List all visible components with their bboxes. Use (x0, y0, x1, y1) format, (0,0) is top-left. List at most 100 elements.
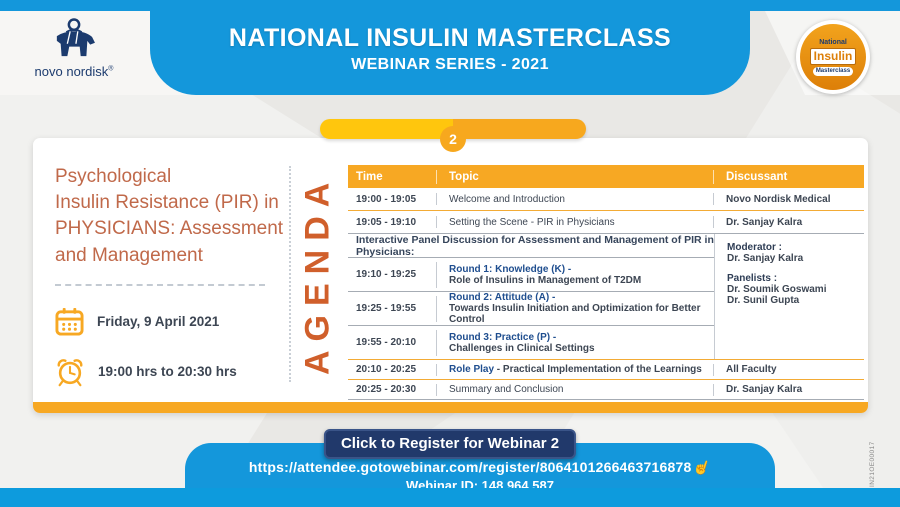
panelists-label: Panelists : (727, 273, 778, 284)
col-header-topic: Topic (449, 170, 479, 183)
cell-separator (436, 363, 437, 376)
row-divider (348, 379, 864, 380)
bull-icon (56, 18, 95, 57)
time-row: 19:00 hrs to 20:30 hrs (55, 357, 293, 387)
row-topic: Role Play - Practical Implementation of … (437, 364, 713, 375)
moderator-name: Dr. Sanjay Kalra (727, 253, 804, 264)
moderator-label: Moderator : (727, 242, 782, 253)
register-button[interactable]: Click to Register for Webinar 2 (323, 429, 577, 459)
cell-separator (713, 363, 714, 376)
logo-wordmark: novo nordisk® (34, 64, 114, 79)
header-separator (436, 169, 437, 184)
alarm-clock-icon (57, 359, 83, 387)
cell-separator (436, 261, 437, 288)
badge-insulin-label: Insulin (809, 47, 857, 65)
row-topic: Round 2: Attitude (A) - Towards Insulin … (437, 292, 714, 325)
table-bottom-divider (348, 399, 864, 400)
round-title: Round 2: Attitude (A) - (449, 292, 556, 303)
cell-separator (436, 383, 437, 396)
header-band: NATIONAL INSULIN MASTERCLASS WEBINAR SER… (150, 11, 750, 95)
section-divider (348, 233, 864, 234)
material-code: IN21OE00017 (869, 441, 876, 487)
round-title: Round 3: Practice (P) - (449, 331, 557, 343)
col-header-discussant: Discussant (726, 170, 788, 183)
round-detail: Challenges in Clinical Settings (449, 342, 595, 354)
round-detail: Towards Insulin Initiation and Optimizat… (449, 303, 701, 325)
cell-separator (436, 216, 437, 228)
cell-separator (436, 295, 437, 322)
table-header: Time Topic Discussant (348, 165, 864, 188)
round-title: Round 1: Knowledge (K) - (449, 263, 572, 275)
agenda-label: AGENDA (298, 173, 337, 375)
row-divider (348, 359, 864, 360)
registered-mark: ® (108, 65, 114, 73)
webinar-number-tab: 2 (320, 119, 586, 152)
agenda-table: Time Topic Discussant 19:00 - 19:05 Welc… (348, 165, 864, 400)
table-row: 19:25 - 19:55 Round 2: Attitude (A) - To… (348, 292, 714, 325)
section-divider (348, 257, 714, 258)
table-row: 19:55 - 20:10 Round 3: Practice (P) - Ch… (348, 326, 714, 359)
cell-separator (436, 329, 437, 356)
row-time: 20:25 - 20:30 (356, 384, 417, 395)
cell-separator (713, 383, 714, 396)
row-time: 19:25 - 19:55 (356, 303, 417, 314)
panel-discussants: Moderator : Dr. Sanjay Kalra Panelists :… (714, 234, 864, 359)
header-separator (713, 169, 714, 184)
round-detail: Role of Insulins in Management of T2DM (449, 274, 642, 286)
row-time: 19:10 - 19:25 (356, 269, 417, 280)
roleplay-title: Role Play (449, 364, 495, 375)
webinar-number: 2 (440, 126, 466, 152)
table-row: 20:25 - 20:30 Summary and Conclusion Dr.… (348, 380, 864, 399)
table-row: 19:00 - 19:05 Welcome and Introduction N… (348, 188, 864, 210)
date-row: Friday, 9 April 2021 (55, 307, 293, 336)
row-time: 19:00 - 19:05 (356, 193, 417, 205)
table-row: 19:10 - 19:25 Round 1: Knowledge (K) - R… (348, 258, 714, 291)
panel-left: Interactive Panel Discussion for Assessm… (348, 234, 714, 359)
row-discussant: Dr. Sanjay Kalra (726, 384, 803, 395)
page-subtitle: WEBINAR SERIES - 2021 (351, 56, 549, 73)
row-time: 20:10 - 20:25 (356, 364, 417, 375)
top-strip (0, 0, 900, 11)
row-divider (348, 291, 714, 292)
click-hand-icon: ☝ (691, 456, 714, 478)
badge-masterclass-label: Masterclass (812, 66, 854, 76)
bottom-strip (0, 488, 900, 507)
masterclass-badge-inner: National Insulin Masterclass (800, 24, 866, 90)
panelist-name: Dr. Sunil Gupta (727, 295, 800, 306)
panel-note: Interactive Panel Discussion for Assessm… (356, 233, 714, 258)
masterclass-badge: National Insulin Masterclass (796, 20, 870, 94)
card-bottom-bar (33, 402, 868, 413)
dashed-divider (55, 283, 265, 286)
calendar-icon (55, 307, 84, 336)
novo-nordisk-logo: novo nordisk® (26, 18, 122, 79)
session-date: Friday, 9 April 2021 (97, 313, 220, 329)
badge-national-label: National (819, 38, 847, 46)
row-discussant: Dr. Sanjay Kalra (726, 216, 803, 228)
row-discussant: Novo Nordisk Medical (726, 193, 831, 205)
col-header-time: Time (356, 170, 383, 183)
row-time: 19:55 - 20:10 (356, 337, 417, 348)
cell-separator (713, 216, 714, 228)
row-topic: Welcome and Introduction (449, 193, 565, 205)
dotted-divider (289, 166, 291, 382)
session-panel: Psychological Insulin Resistance (PIR) i… (55, 164, 293, 387)
session-time: 19:00 hrs to 20:30 hrs (98, 364, 237, 380)
session-title: Psychological Insulin Resistance (PIR) i… (55, 166, 284, 266)
agenda-card: Psychological Insulin Resistance (PIR) i… (33, 138, 868, 413)
table-row: 19:05 - 19:10 Setting the Scene - PIR in… (348, 211, 864, 233)
row-topic: Round 1: Knowledge (K) - Role of Insulin… (437, 264, 714, 286)
panelist-name: Dr. Soumik Goswami (727, 284, 827, 295)
table-row: 20:10 - 20:25 Role Play - Practical Impl… (348, 360, 864, 379)
row-topic: Setting the Scene - PIR in Physicians (449, 216, 615, 228)
row-topic: Summary and Conclusion (449, 384, 564, 395)
page-title: NATIONAL INSULIN MASTERCLASS (228, 24, 672, 52)
cell-separator (436, 193, 437, 205)
row-time: 19:05 - 19:10 (356, 216, 417, 228)
cell-separator (713, 193, 714, 205)
registration-url[interactable]: https://attendee.gotowebinar.com/registe… (248, 456, 714, 478)
row-divider (348, 325, 714, 326)
row-divider (348, 210, 864, 211)
panel-section: Interactive Panel Discussion for Assessm… (348, 234, 864, 359)
row-discussant: All Faculty (726, 364, 777, 375)
